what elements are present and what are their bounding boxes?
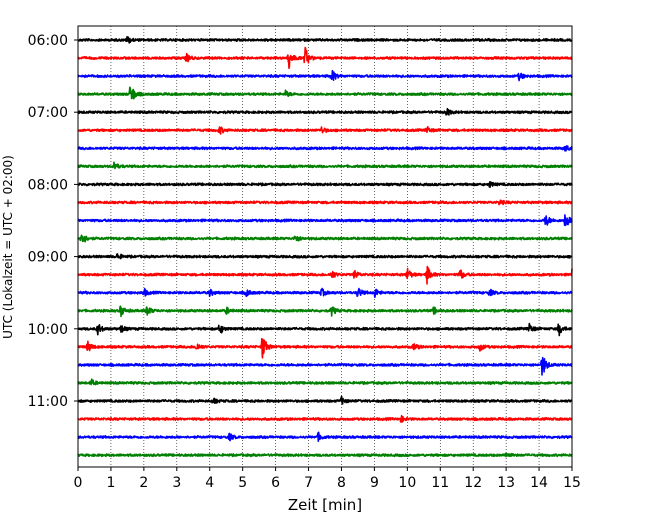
x-tick-label: 4 <box>205 475 214 491</box>
x-tick-label: 0 <box>74 475 83 491</box>
trace-0915 <box>77 265 573 285</box>
trace-1115 <box>77 414 573 423</box>
y-tick-label: 06:00 <box>28 33 68 49</box>
trace-0600 <box>77 36 573 44</box>
x-tick-label: 10 <box>398 475 416 491</box>
x-tick-label: 13 <box>497 475 515 491</box>
trace-0730 <box>77 145 573 152</box>
trace-0900 <box>77 253 573 260</box>
trace-0745 <box>77 161 573 170</box>
y-tick-label: 07:00 <box>28 105 68 121</box>
x-tick-label: 2 <box>139 475 148 491</box>
x-tick-label: 15 <box>563 475 581 491</box>
y-tick-label: 10:00 <box>28 322 68 338</box>
trace-0945 <box>77 305 573 318</box>
y-tick-label: 11:00 <box>28 394 68 410</box>
trace-1030 <box>77 356 573 376</box>
x-axis-label: Zeit [min] <box>288 496 362 514</box>
trace-1015 <box>77 337 573 359</box>
trace-0830 <box>77 214 573 227</box>
x-tick-label: 7 <box>304 475 313 491</box>
trace-0645 <box>77 86 573 100</box>
x-tick-label: 6 <box>271 475 280 491</box>
trace-1000 <box>77 322 573 337</box>
y-axis-label: UTC (Lokalzeit = UTC + 02:00) <box>1 155 15 339</box>
y-axis-ticks: 06:00 07:00 08:00 09:00 10:00 11:00 <box>28 33 78 410</box>
trace-0630 <box>77 69 573 82</box>
trace-0845 <box>77 234 573 243</box>
x-tick-label: 3 <box>172 475 181 491</box>
trace-0615 <box>77 46 573 69</box>
trace-0930 <box>77 287 573 298</box>
x-tick-label: 14 <box>530 475 548 491</box>
x-tick-label: 5 <box>238 475 247 491</box>
trace-1045 <box>77 378 573 386</box>
trace-1100 <box>77 395 573 405</box>
trace-0715 <box>77 126 573 135</box>
trace-0815 <box>77 199 573 206</box>
seismogram-traces <box>77 36 573 458</box>
x-tick-label: 1 <box>106 475 115 491</box>
plot-frame <box>77 25 573 468</box>
trace-0800 <box>77 181 573 188</box>
x-tick-label: 11 <box>431 475 449 491</box>
y-tick-label: 09:00 <box>28 250 68 266</box>
trace-1145 <box>77 452 573 458</box>
trace-0700 <box>77 107 573 116</box>
trace-1130 <box>77 431 573 442</box>
x-tick-label: 9 <box>370 475 379 491</box>
y-tick-label: 08:00 <box>28 177 68 193</box>
x-axis-ticks: 0 1 2 3 4 5 6 7 8 9 10 11 12 13 14 15 <box>74 467 581 491</box>
x-tick-label: 8 <box>337 475 346 491</box>
x-tick-label: 12 <box>464 475 482 491</box>
